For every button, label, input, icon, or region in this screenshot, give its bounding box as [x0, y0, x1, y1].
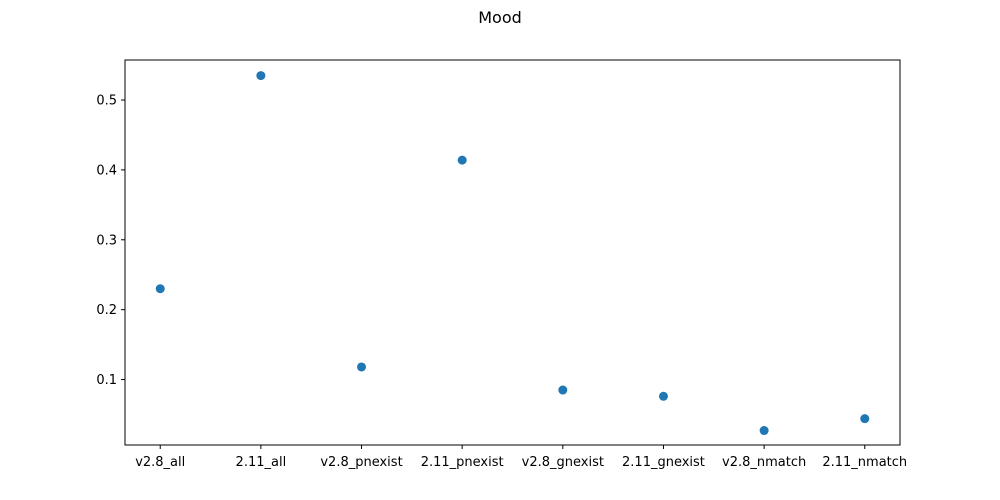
y-axis: 0.1 0.2 0.3 0.4 0.5 [96, 94, 125, 388]
y-tick-label: 0.3 [96, 233, 117, 248]
x-tick-label: v2.8_pnexist [320, 455, 402, 470]
x-tick-label: 2.11_gnexist [622, 455, 705, 470]
y-tick-label: 0.2 [96, 303, 117, 318]
data-point [759, 426, 769, 436]
plot-area [124, 59, 901, 446]
y-tick-label: 0.4 [96, 163, 117, 178]
data-point [357, 362, 367, 372]
x-tick-label: v2.8_all [135, 455, 185, 470]
x-axis: v2.8_all 2.11_all v2.8_pnexist 2.11_pnexist… [135, 445, 907, 470]
data-point [155, 284, 165, 294]
x-tick-label: 2.11_pnexist [421, 455, 504, 470]
x-tick-label: v2.8_gnexist [522, 455, 604, 470]
y-tick-label: 0.1 [96, 373, 117, 388]
data-points [155, 71, 870, 436]
data-point [558, 385, 568, 395]
chart-title: Mood [478, 8, 522, 27]
x-tick-label: 2.11_nmatch [822, 455, 907, 470]
data-point [860, 414, 870, 424]
x-tick-label: 2.11_all [236, 455, 287, 470]
x-tick-label: v2.8_nmatch [722, 455, 806, 470]
data-point [256, 71, 266, 81]
data-point [658, 391, 668, 401]
data-point [457, 155, 467, 165]
y-tick-label: 0.5 [96, 94, 117, 109]
